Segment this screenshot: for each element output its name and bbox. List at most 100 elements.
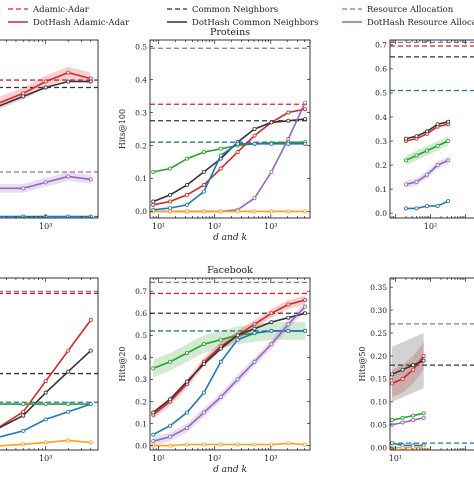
data-point bbox=[286, 328, 291, 333]
plot-area bbox=[0, 290, 98, 447]
data-point bbox=[303, 141, 308, 146]
data-point bbox=[403, 206, 408, 211]
data-point bbox=[185, 442, 190, 447]
data-point bbox=[218, 346, 223, 351]
data-point bbox=[446, 119, 451, 124]
data-point bbox=[400, 415, 405, 420]
series-line-red bbox=[153, 108, 306, 206]
data-point bbox=[218, 359, 223, 364]
y-tick-label: 0.4 bbox=[135, 75, 147, 84]
data-point bbox=[400, 445, 405, 450]
data-point bbox=[66, 79, 71, 84]
data-point bbox=[269, 120, 274, 125]
series-line-green bbox=[153, 141, 306, 173]
x-tick-label: 10² bbox=[424, 222, 437, 231]
series-line-red bbox=[152, 299, 306, 416]
series-line-green bbox=[391, 412, 424, 421]
data-point bbox=[414, 153, 419, 158]
data-point bbox=[435, 203, 440, 208]
data-point bbox=[201, 410, 206, 415]
data-point bbox=[303, 117, 308, 122]
data-point bbox=[201, 150, 206, 155]
data-point bbox=[88, 79, 93, 84]
data-point bbox=[168, 443, 173, 448]
panels: 10³ 10¹ 10² 10³ 0.0 0.1 0.2 0.3 0.4 0.5 Proteins d … bbox=[0, 27, 474, 475]
data-point bbox=[151, 432, 156, 437]
legend-label: DotHash Common Neighbors bbox=[192, 18, 319, 28]
chart-title: Facebook bbox=[207, 265, 253, 276]
y-tick-label: 0.4 bbox=[375, 113, 387, 122]
y-tick-label: 0.0 bbox=[135, 441, 147, 450]
band-red bbox=[153, 295, 306, 420]
plot-area bbox=[150, 47, 310, 214]
series-line-purple bbox=[391, 417, 424, 426]
data-point bbox=[235, 442, 240, 447]
data-point bbox=[286, 441, 291, 446]
y-tick-label: 0.10 bbox=[370, 398, 387, 407]
legend-label: Resource Allocation bbox=[367, 5, 454, 15]
data-point bbox=[435, 163, 440, 168]
data-point bbox=[21, 413, 26, 418]
data-point bbox=[151, 169, 156, 174]
y-tick-label: 0.2 bbox=[135, 141, 147, 150]
data-point bbox=[235, 150, 240, 155]
axes-frame bbox=[149, 39, 311, 219]
data-point bbox=[43, 402, 48, 407]
data-point bbox=[303, 311, 308, 316]
data-point bbox=[425, 172, 430, 177]
y-tick-label: 0.25 bbox=[370, 329, 387, 338]
legend-item-resource-allocation: Resource Allocation bbox=[342, 5, 454, 15]
data-point bbox=[390, 381, 395, 386]
y-tick-label: 0.1 bbox=[135, 419, 147, 428]
series-line-blue bbox=[152, 330, 306, 436]
data-point bbox=[43, 85, 48, 90]
x-tick-label: 10³ bbox=[264, 222, 277, 231]
data-point bbox=[21, 402, 26, 407]
series-line-purple bbox=[153, 102, 306, 213]
data-point bbox=[303, 304, 308, 309]
data-point bbox=[286, 136, 291, 141]
data-point bbox=[21, 94, 26, 99]
legend-item-adamic-adar: Adamic-Adar bbox=[8, 5, 90, 15]
x-tick-label: 10³ bbox=[264, 454, 277, 463]
plot-area bbox=[0, 66, 98, 218]
data-point bbox=[425, 148, 430, 153]
x-tick-label: 10¹ bbox=[152, 222, 165, 231]
data-point bbox=[435, 122, 440, 127]
data-point bbox=[411, 367, 416, 372]
data-point bbox=[168, 199, 173, 204]
data-point bbox=[286, 315, 291, 320]
y-tick-label: 0.35 bbox=[370, 283, 387, 292]
data-point bbox=[168, 359, 173, 364]
x-axis-label: d and k bbox=[213, 465, 247, 474]
data-point bbox=[88, 177, 93, 182]
data-point bbox=[66, 174, 71, 179]
data-point bbox=[425, 129, 430, 134]
data-point bbox=[168, 166, 173, 171]
legend-label: Common Neighbors bbox=[192, 5, 278, 15]
data-point bbox=[403, 136, 408, 141]
data-point bbox=[400, 420, 405, 425]
data-point bbox=[43, 79, 48, 84]
data-point bbox=[403, 158, 408, 163]
chart-panel: 10¹ 10² 10³ 0.0 0.1 0.2 0.3 0.4 0.5 0.6 0.7 Faceboo… bbox=[118, 265, 311, 475]
data-point bbox=[269, 311, 274, 316]
data-point bbox=[201, 442, 206, 447]
data-point bbox=[252, 196, 257, 201]
data-point bbox=[303, 328, 308, 333]
y-tick-label: 0.4 bbox=[135, 353, 147, 362]
data-point bbox=[168, 397, 173, 402]
data-point bbox=[421, 415, 426, 420]
data-point bbox=[235, 377, 240, 382]
data-point bbox=[252, 209, 257, 214]
data-point bbox=[446, 139, 451, 144]
chart-panel: 10³ bbox=[0, 277, 99, 463]
legend-item-dothash-resource-allocation: DotHash Resource Allocation bbox=[342, 18, 474, 28]
y-axis-label: Hits@50 bbox=[358, 346, 367, 381]
data-point bbox=[218, 395, 223, 400]
data-point bbox=[411, 363, 416, 368]
y-axis-label: Hits@100 bbox=[118, 109, 127, 149]
data-point bbox=[252, 359, 257, 364]
x-tick-label: 10² bbox=[208, 222, 221, 231]
y-tick-label: 0.5 bbox=[375, 89, 387, 98]
